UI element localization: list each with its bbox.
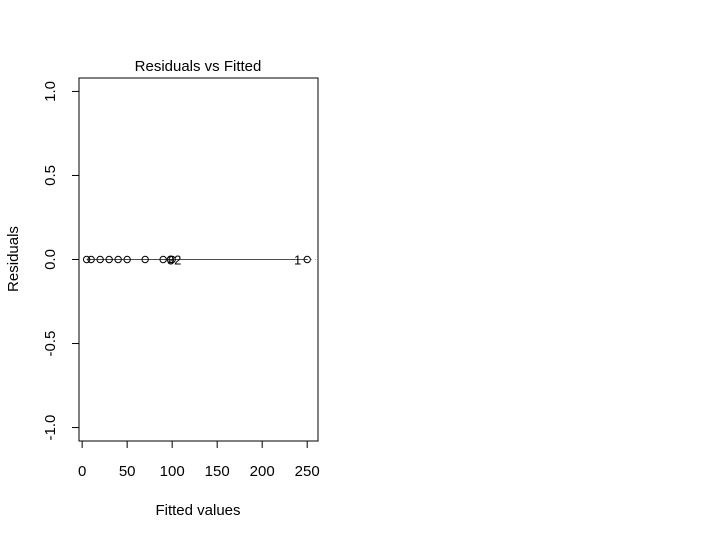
y-tick-label: -1.0 — [42, 415, 59, 441]
data-point — [87, 255, 95, 264]
x-tick-label: 50 — [119, 463, 136, 480]
data-point — [105, 255, 113, 264]
y-tick-label: 1.0 — [42, 81, 59, 102]
data-point — [303, 255, 311, 264]
x-tick-label: 100 — [160, 463, 185, 480]
point-label: 3 — [167, 253, 174, 268]
data-point — [114, 255, 122, 264]
x-axis: 0 50 100 150 200 250 — [78, 440, 320, 480]
y-tick-label: 0.5 — [42, 165, 59, 186]
x-axis-title: Fitted values — [155, 502, 240, 519]
data-point — [159, 255, 167, 264]
data-point — [82, 255, 91, 264]
point-label: 1 — [294, 253, 301, 268]
y-tick-label: 0.0 — [42, 249, 59, 270]
data-points — [82, 255, 311, 264]
x-tick-label: 150 — [205, 463, 230, 480]
chart-title: Residuals vs Fitted — [135, 58, 262, 75]
data-point — [96, 255, 104, 264]
y-tick-label: -0.5 — [42, 331, 59, 357]
data-point — [168, 255, 176, 264]
data-point — [123, 255, 131, 264]
x-tick-label: 0 — [78, 463, 86, 480]
data-point — [141, 255, 149, 264]
x-tick-label: 200 — [250, 463, 275, 480]
point-label: 2 — [174, 253, 181, 268]
x-tick-label: 250 — [295, 463, 320, 480]
y-axis-title: Residuals — [5, 226, 22, 292]
y-axis: -1.0 -0.5 0.0 0.5 1.0 — [42, 81, 80, 441]
